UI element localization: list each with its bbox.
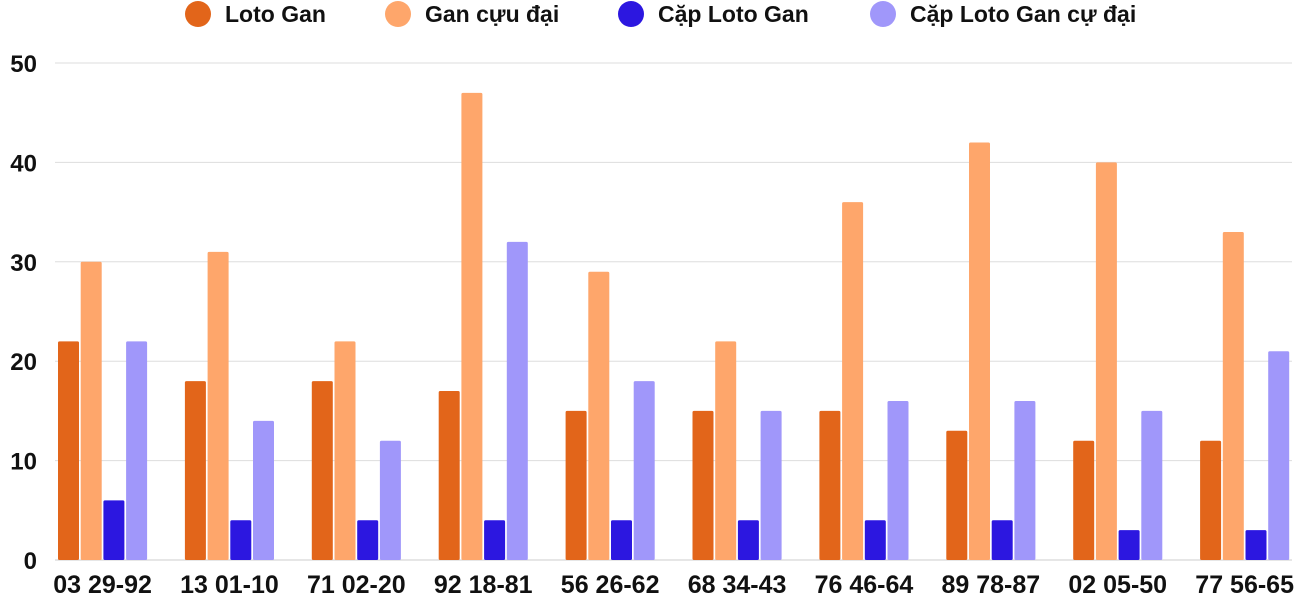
x-tick-label: 03 29-92 [53, 571, 152, 599]
x-tick-label: 68 34-43 [688, 571, 787, 599]
bar-c-p-loto-gan-c-i [887, 400, 909, 560]
bar-loto-gan [58, 341, 79, 560]
y-axis: 0 10 20 30 40 50 [10, 51, 37, 575]
bar-group [819, 202, 909, 560]
bar-gan-c-u-i [842, 202, 864, 560]
bar-gan-c-u-i [334, 341, 356, 560]
bar-group [565, 271, 655, 560]
legend-item: Gan cựu đại [385, 1, 559, 27]
bar-loto-gan [692, 410, 714, 560]
legend-swatch [618, 1, 644, 27]
y-tick-label: 10 [10, 449, 37, 476]
x-axis: 03 29-92 13 01-10 71 02-20 92 18-81 56 26-62… [53, 571, 1294, 599]
bar-loto-gan [946, 430, 968, 560]
bar-c-p-loto-gan [737, 520, 759, 560]
bar-c-p-loto-gan [103, 500, 125, 560]
chart-legend: Loto Gan Gan cựu đại Cặp Loto Gan Cặp Loto … [185, 1, 1136, 27]
bar-c-p-loto-gan-c-i [760, 410, 782, 560]
bar-c-p-loto-gan [991, 520, 1013, 560]
legend-swatch [185, 1, 211, 27]
y-tick-label: 40 [10, 150, 37, 177]
bar-gan-c-u-i [207, 251, 229, 561]
bar-c-p-loto-gan-c-i [379, 440, 401, 560]
bar-loto-gan [311, 381, 333, 560]
legend-label: Cặp Loto Gan cự đại [910, 1, 1136, 27]
bar-group [311, 341, 401, 560]
bar-c-p-loto-gan-c-i [506, 241, 528, 561]
bar-c-p-loto-gan [1245, 530, 1267, 560]
bar-c-p-loto-gan-c-i [1268, 351, 1290, 560]
bar-loto-gan [1073, 440, 1095, 560]
legend-swatch [385, 1, 411, 27]
bar-gan-c-u-i [1222, 231, 1244, 561]
bar-group [438, 92, 528, 561]
bar-loto-gan [1200, 440, 1222, 560]
y-tick-label: 30 [10, 250, 37, 277]
legend-item: Cặp Loto Gan [618, 1, 809, 27]
bar-c-p-loto-gan-c-i [1141, 410, 1163, 560]
bar-c-p-loto-gan-c-i [126, 341, 148, 560]
legend-label: Cặp Loto Gan [658, 1, 809, 27]
bar-c-p-loto-gan [611, 520, 632, 560]
legend-item: Cặp Loto Gan cự đại [870, 1, 1136, 27]
bar-loto-gan [565, 410, 587, 560]
bar-group [1073, 162, 1163, 560]
bar-gan-c-u-i [1095, 162, 1117, 560]
legend-item: Loto Gan [185, 1, 326, 27]
bar-c-p-loto-gan-c-i [253, 420, 274, 560]
x-tick-label: 92 18-81 [434, 571, 533, 599]
bar-loto-gan [184, 381, 206, 560]
chart-bars [58, 92, 1290, 561]
x-tick-label: 76 46-64 [815, 571, 914, 599]
y-tick-label: 0 [24, 548, 37, 575]
legend-label: Loto Gan [225, 1, 326, 27]
x-tick-label: 71 02-20 [307, 571, 406, 599]
bar-c-p-loto-gan-c-i [1014, 400, 1036, 560]
bar-gan-c-u-i [588, 271, 610, 560]
bar-c-p-loto-gan [484, 520, 506, 560]
legend-swatch [870, 1, 896, 27]
bar-loto-gan [819, 410, 841, 560]
bar-c-p-loto-gan [230, 520, 252, 560]
legend-label: Gan cựu đại [425, 1, 559, 27]
bar-c-p-loto-gan-c-i [633, 381, 655, 560]
bar-group [946, 142, 1036, 560]
y-tick-label: 50 [10, 51, 37, 78]
x-tick-label: 56 26-62 [561, 571, 660, 599]
bar-group [184, 251, 274, 561]
bar-gan-c-u-i [969, 142, 990, 560]
x-tick-label: 13 01-10 [180, 571, 279, 599]
bar-group [1200, 231, 1290, 561]
x-tick-label: 89 78-87 [941, 571, 1040, 599]
bar-c-p-loto-gan [864, 520, 886, 560]
x-tick-label: 77 56-65 [1195, 571, 1294, 599]
bar-group [692, 341, 782, 560]
bar-gan-c-u-i [715, 341, 737, 560]
bar-loto-gan [438, 391, 460, 560]
y-tick-label: 20 [10, 349, 37, 376]
x-tick-label: 02 05-50 [1068, 571, 1167, 599]
bar-gan-c-u-i [80, 261, 102, 560]
bar-c-p-loto-gan [357, 520, 379, 560]
bar-gan-c-u-i [461, 92, 483, 560]
bar-group [58, 261, 148, 560]
bar-c-p-loto-gan [1118, 530, 1140, 560]
